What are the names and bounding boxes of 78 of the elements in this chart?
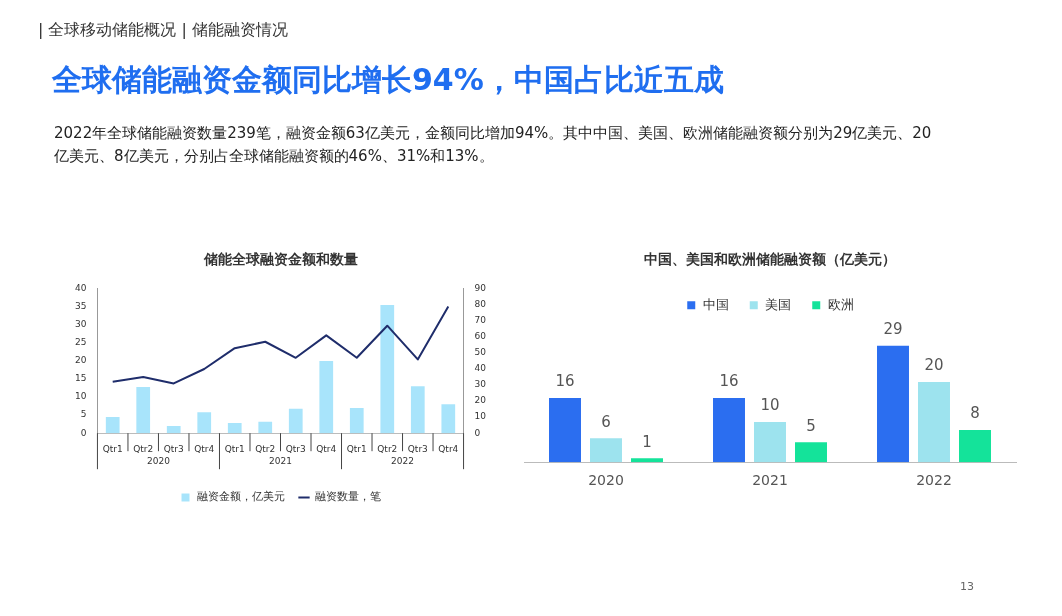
x-tick-label: Qtr1	[346, 443, 367, 454]
data-label: 16	[555, 372, 575, 391]
x-tick-label: 2020	[588, 472, 624, 489]
y-tick-label: 25	[75, 337, 87, 348]
bar	[258, 421, 273, 434]
bar	[631, 458, 663, 463]
legend-label: 欧洲	[827, 296, 854, 312]
y2-tick-label: 20	[474, 395, 487, 406]
bar	[288, 408, 303, 434]
x-tick-label: Qtr4	[316, 443, 337, 454]
y-tick-label: 20	[75, 355, 87, 366]
bar	[549, 398, 581, 463]
y-tick-label: 5	[80, 409, 87, 420]
legend-label: 中国	[702, 296, 729, 312]
x-tick-label: Qtr3	[285, 443, 306, 454]
x-tick-label: Qtr4	[438, 443, 459, 454]
bar	[754, 422, 786, 463]
y-tick-label: 15	[75, 373, 87, 384]
bar	[319, 361, 334, 434]
data-label: 8	[970, 404, 980, 423]
bar	[877, 345, 909, 463]
text: | 全球移动储能概况 | 储能融资情况	[38, 20, 289, 41]
x-tick-label: Qtr2	[133, 443, 154, 454]
data-label: 6	[601, 412, 611, 431]
bar	[197, 412, 212, 434]
y-tick-label: 30	[75, 319, 87, 330]
y2-tick-label: 60	[474, 331, 487, 342]
x-tick-label: Qtr1	[102, 443, 123, 454]
legend-label: 美国	[765, 296, 792, 312]
chart-title: 中国、美国和欧洲储能融资额（亿美元）	[644, 251, 896, 268]
data-label: 16	[719, 372, 739, 391]
y-tick-label: 40	[75, 283, 87, 294]
bar	[136, 386, 151, 434]
x-tick-label: Qtr1	[224, 443, 245, 454]
bar	[441, 404, 456, 434]
bar	[713, 398, 745, 463]
y2-tick-label: 40	[474, 363, 487, 374]
bar	[349, 407, 364, 434]
x-tick-label: Qtr2	[255, 443, 276, 454]
bar	[105, 416, 120, 434]
y2-tick-label: 0	[474, 427, 481, 438]
x-tick-label: Qtr3	[163, 443, 184, 454]
text: 2022年全球储能融资数量239笔，融资金额63亿美元，金额同比增加94%。其中中国、美国、欧洲储能融资额分别为29亿美元、20亿美元、8亿美元，分别占全球储能融资额的46%、31%和13%。	[54, 123, 933, 167]
text: 全球储能融资金额同比增长94%，中国占比近五成	[52, 61, 724, 99]
bar	[918, 381, 950, 463]
bar	[410, 386, 425, 434]
x-tick-label: Qtr3	[407, 443, 428, 454]
x-tick-label: 2022	[916, 472, 952, 489]
x-tick-label: Qtr4	[194, 443, 215, 454]
y2-tick-label: 30	[474, 379, 487, 390]
text: 13	[960, 580, 974, 593]
text: 2021	[269, 455, 292, 466]
bar	[166, 425, 181, 434]
text: 2022	[391, 455, 414, 466]
y-tick-label: 35	[75, 301, 87, 312]
y2-tick-label: 80	[474, 299, 487, 310]
data-label: 20	[924, 356, 944, 375]
bar	[380, 305, 395, 434]
bar	[227, 423, 242, 434]
text: 2020	[147, 455, 171, 466]
legend-label: 融资金额，亿美元	[196, 490, 285, 504]
legend-label: 融资数量，笔	[315, 490, 381, 504]
y-tick-label: 0	[80, 427, 87, 438]
y2-tick-label: 10	[474, 411, 487, 422]
bar	[959, 430, 991, 463]
x-tick-label: 2021	[752, 472, 788, 489]
y-tick-label: 10	[75, 391, 87, 402]
bar	[590, 438, 622, 463]
bar	[795, 442, 827, 463]
x-tick-label: Qtr2	[377, 443, 398, 454]
chart-title: 储能全球融资金额和数量	[202, 251, 358, 268]
data-label: 1	[642, 432, 652, 451]
data-label: 5	[806, 416, 816, 435]
data-label: 29	[883, 320, 903, 339]
data-label: 10	[760, 396, 780, 415]
y2-tick-label: 90	[474, 283, 487, 294]
y2-tick-label: 50	[474, 347, 487, 358]
y2-tick-label: 70	[474, 315, 487, 326]
